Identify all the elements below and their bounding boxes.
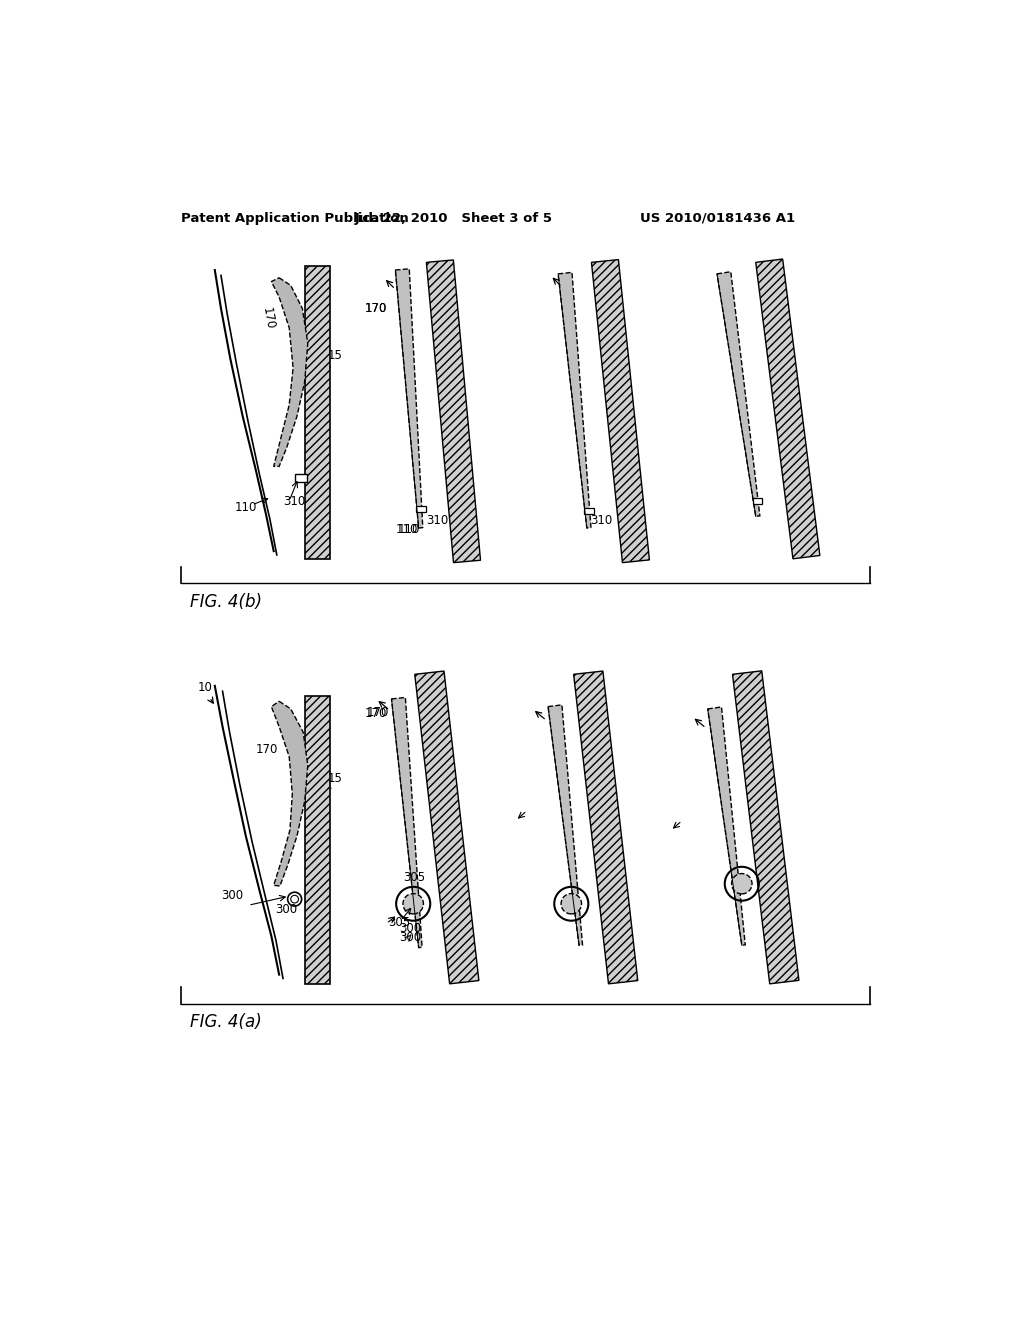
Polygon shape <box>271 701 308 886</box>
Text: 15: 15 <box>328 772 343 785</box>
Text: 170: 170 <box>256 743 279 756</box>
Text: 10: 10 <box>198 681 213 694</box>
Bar <box>585 508 594 515</box>
Text: Patent Application Publication: Patent Application Publication <box>180 213 409 224</box>
Circle shape <box>403 894 424 913</box>
Bar <box>305 267 330 558</box>
Text: 300: 300 <box>221 890 243 902</box>
Text: 305: 305 <box>388 916 411 929</box>
Polygon shape <box>756 259 820 558</box>
Text: 110: 110 <box>395 524 418 536</box>
Bar <box>305 696 330 983</box>
Polygon shape <box>391 697 422 948</box>
Polygon shape <box>573 671 638 983</box>
Polygon shape <box>558 272 591 528</box>
Text: 300: 300 <box>275 903 297 916</box>
Text: 170: 170 <box>367 706 389 719</box>
Text: 110: 110 <box>397 524 420 536</box>
Text: 305: 305 <box>403 871 425 883</box>
Text: 110: 110 <box>234 502 257 513</box>
Bar <box>417 506 426 512</box>
Text: 170: 170 <box>365 302 387 315</box>
Text: FIG. 4(b): FIG. 4(b) <box>190 593 262 611</box>
Text: 310: 310 <box>590 515 612 527</box>
Text: 300: 300 <box>399 932 421 945</box>
Text: 170: 170 <box>260 306 276 331</box>
Circle shape <box>731 874 752 894</box>
Bar <box>753 498 762 504</box>
Polygon shape <box>717 272 760 516</box>
Polygon shape <box>592 260 649 562</box>
Polygon shape <box>426 260 480 562</box>
Text: 310: 310 <box>283 495 305 508</box>
Text: 310: 310 <box>426 515 449 527</box>
Polygon shape <box>732 671 799 983</box>
Text: 15: 15 <box>328 348 343 362</box>
Polygon shape <box>548 705 583 945</box>
Text: US 2010/0181436 A1: US 2010/0181436 A1 <box>640 213 795 224</box>
Polygon shape <box>395 269 423 528</box>
Bar <box>295 474 307 482</box>
Text: 300: 300 <box>399 923 421 936</box>
Circle shape <box>561 894 582 913</box>
Text: 170: 170 <box>365 706 387 719</box>
Polygon shape <box>415 671 479 983</box>
Circle shape <box>291 895 299 903</box>
Text: FIG. 4(a): FIG. 4(a) <box>190 1012 262 1031</box>
Text: 170: 170 <box>365 302 387 315</box>
Polygon shape <box>708 708 745 945</box>
Polygon shape <box>271 277 308 466</box>
Text: Jul. 22, 2010   Sheet 3 of 5: Jul. 22, 2010 Sheet 3 of 5 <box>354 213 553 224</box>
